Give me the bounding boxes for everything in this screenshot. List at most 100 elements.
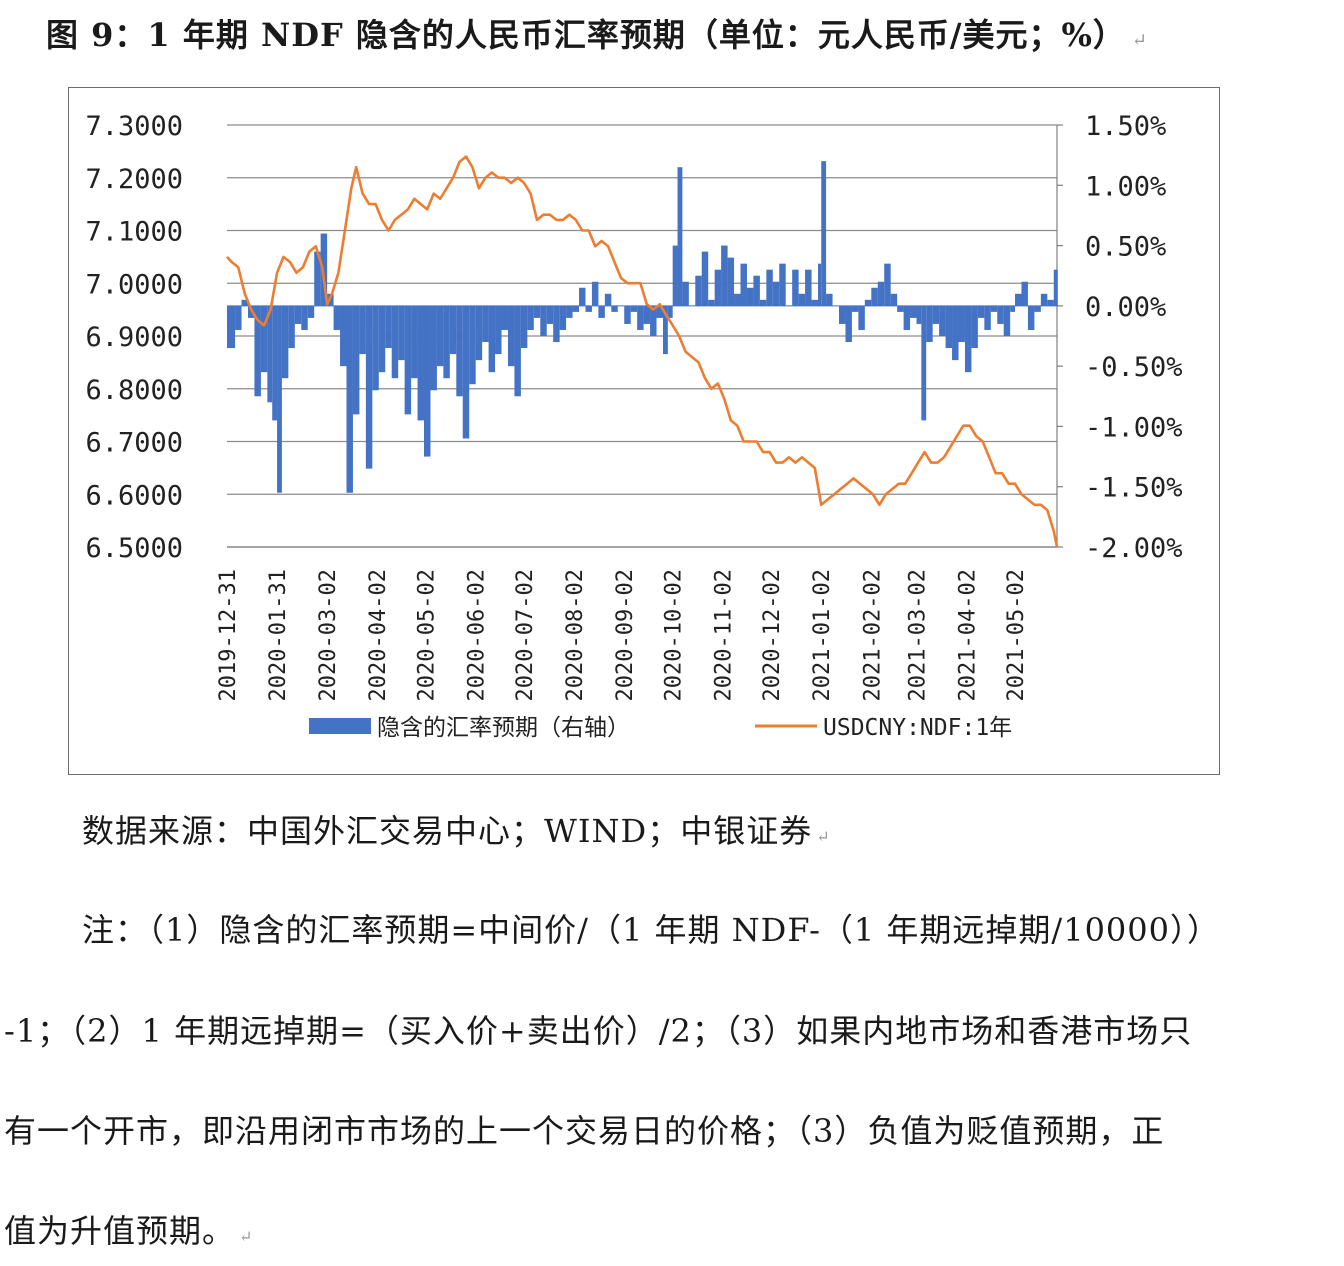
x-tick-label: 2020-11-02 [712, 569, 737, 701]
expectation-bar [443, 305, 450, 379]
x-tick-label: 2020-08-02 [563, 569, 588, 701]
expectation-bar [411, 305, 418, 379]
left-tick-label: 6.6000 [85, 480, 183, 511]
expectation-bar [591, 281, 599, 306]
expectation-bar [507, 305, 515, 367]
x-tick-label: 2021-03-02 [906, 569, 931, 701]
right-tick-label: -1.50% [1085, 473, 1183, 504]
expectation-bar [910, 305, 917, 318]
x-tick-label: 2020-12-02 [760, 569, 785, 701]
expectation-bar [314, 251, 321, 306]
ndf-line [226, 155, 1059, 548]
expectation-bar [818, 263, 822, 306]
expectation-bar [921, 305, 927, 421]
legend-label-ndf: USDCNY:NDF:1年 [823, 715, 1012, 741]
expectation-bar [708, 299, 715, 306]
expectation-bar [864, 299, 872, 306]
left-tick-label: 6.5000 [85, 533, 183, 564]
x-tick-label: 2020-05-02 [415, 569, 440, 701]
expectation-bar [877, 281, 885, 306]
return-mark-icon: ↵ [816, 827, 831, 846]
expectation-bar [482, 305, 489, 343]
expectation-bar [572, 305, 580, 312]
expectation-bar [637, 305, 644, 330]
left-tick-label: 7.1000 [85, 217, 183, 248]
expectation-bar [916, 305, 922, 324]
expectation-bar [630, 305, 638, 312]
expectation-bar [1003, 305, 1011, 336]
expectation-bar [566, 305, 573, 318]
expectation-bar [352, 305, 360, 415]
note-line-1: 注：（1）隐含的汇率预期=中间价/（1 年期 NDF-（1 年期远掉期/1000… [82, 911, 1221, 949]
return-mark-icon: ↵ [1131, 30, 1149, 51]
expectation-bar [235, 305, 242, 330]
expectation-bar [695, 275, 702, 306]
expectation-bar [333, 305, 341, 330]
x-tick-label: 2020-04-02 [366, 569, 391, 701]
expectation-bar [469, 305, 476, 385]
expectation-bar [241, 299, 248, 306]
expectation-bar [845, 305, 852, 343]
expectation-bar [1047, 299, 1054, 306]
expectation-bar [307, 305, 315, 318]
expectation-bar [721, 245, 728, 306]
expectation-bar [227, 305, 236, 349]
expectation-bar [1010, 305, 1016, 312]
return-mark-icon: ↵ [239, 1227, 254, 1246]
expectation-bar [391, 305, 399, 379]
expectation-bar [997, 305, 1004, 324]
right-tick-label: -0.50% [1085, 352, 1183, 383]
expectation-bar [746, 287, 754, 306]
expectation-bar [372, 305, 379, 391]
expectation-bar [952, 305, 959, 361]
left-tick-label: 7.2000 [85, 164, 183, 195]
expectation-bar [811, 299, 819, 306]
expectation-bar [826, 293, 833, 306]
expectation-bar [766, 269, 773, 306]
expectation-bar [759, 299, 767, 306]
expectation-bar [939, 305, 946, 336]
expectation-bar [772, 281, 780, 306]
expectation-bar [734, 293, 741, 306]
expectation-bar [462, 305, 470, 439]
expectation-bar [495, 305, 502, 355]
expectation-bar [650, 305, 657, 336]
expectation-bar [858, 305, 865, 330]
expectation-bar [990, 305, 998, 312]
expectation-bar [404, 305, 412, 415]
right-tick-label: 1.50% [1085, 111, 1166, 142]
expectation-bar [272, 305, 278, 421]
expectation-bar [1015, 293, 1022, 306]
left-tick-label: 6.8000 [85, 375, 183, 406]
expectation-bar [926, 305, 933, 343]
x-tick-label: 2021-01-02 [810, 569, 835, 701]
expectation-bar [821, 161, 827, 306]
expectation-bar [267, 305, 273, 403]
expectation-bar [456, 305, 463, 397]
expectation-bar [1027, 305, 1035, 330]
left-tick-label: 6.9000 [85, 322, 183, 353]
legend-label-expectation: 隐含的汇率预期（右轴） [377, 715, 630, 741]
note-line-3: 有一个开市，即沿用闭市市场的上一个交易日的价格；（3）负值为贬值预期，正 [4, 1112, 1165, 1150]
expectation-bar [449, 305, 457, 355]
right-tick-label: 1.00% [1085, 171, 1166, 202]
expectation-bar [851, 305, 859, 312]
expectation-bar [260, 305, 268, 373]
x-tick-label: 2020-01-31 [266, 569, 291, 701]
expectation-bar [398, 305, 405, 361]
expectation-bar [701, 251, 709, 306]
expectation-bar [579, 287, 586, 306]
expectation-bar [727, 257, 735, 306]
expectation-bar [805, 269, 812, 306]
expectation-bar [984, 305, 991, 330]
expectation-bar [1034, 305, 1041, 312]
expectation-bar [540, 305, 547, 336]
expectation-bar [359, 305, 366, 355]
chart-frame: 7.3000 7.2000 7.1000 7.0000 6.9000 6.8000 6.70… [68, 87, 1220, 775]
expectation-bar [559, 305, 567, 330]
expectation-bar [977, 305, 985, 318]
expectation-bar [385, 305, 392, 349]
x-tick-label: 2020-06-02 [465, 569, 490, 701]
expectation-bar [294, 305, 302, 324]
expectation-bar [346, 305, 353, 493]
